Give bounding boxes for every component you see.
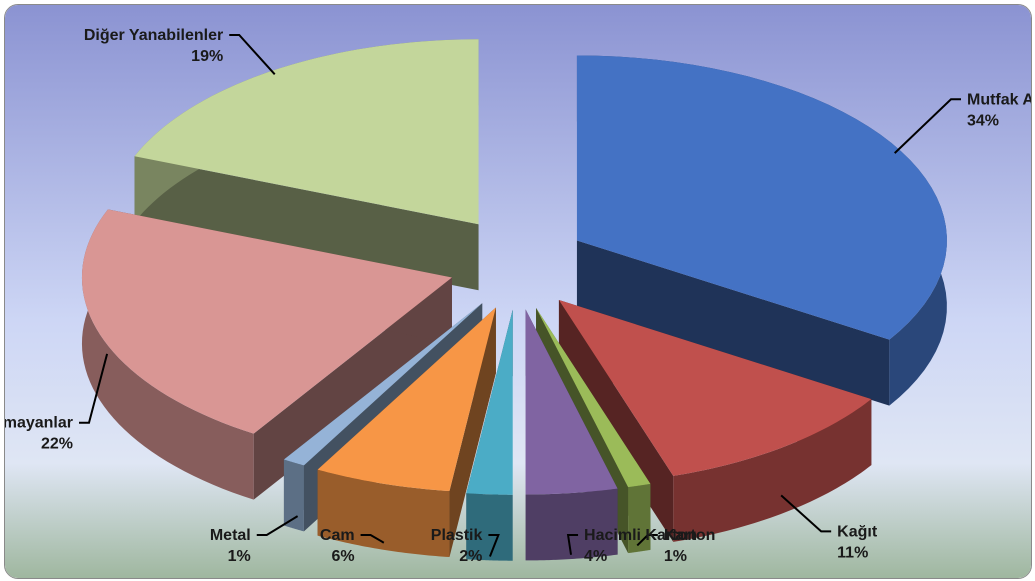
leader-line	[488, 534, 500, 557]
slice-top	[576, 55, 947, 340]
slice-label-value: 11%	[837, 544, 868, 561]
slice-label-value: 19%	[191, 48, 223, 65]
slice-labels: Mutfak Atıkları34%Kağıt11%Karton1%Haciml…	[5, 27, 1031, 565]
slice-top	[283, 303, 483, 466]
slice-kagit	[558, 299, 872, 542]
leader-line	[229, 34, 276, 76]
slice-label-name: Diğer Yanabilenler	[84, 27, 223, 44]
slice-label-name: Diğer Yanmayanlar	[5, 415, 73, 432]
leader-line	[780, 494, 832, 533]
label-plastik: Plastik 2%	[431, 527, 500, 565]
leader-line	[360, 534, 385, 544]
slice-label-name: Kağıt	[837, 523, 878, 540]
slice-plastik	[466, 309, 513, 561]
slice-label-name: Cam	[320, 527, 355, 544]
slice-top	[525, 309, 618, 495]
slice-diger-yanabilenler	[134, 39, 479, 291]
label-kagit: Kağıt 11%	[780, 494, 878, 561]
label-diger-yanabilenler: Diğer Yanabilenler 19%	[84, 27, 276, 76]
slice-label-value: 6%	[331, 548, 354, 565]
slice-label-value: 1%	[664, 548, 687, 565]
slice-label-name: Mutfak Atıkları	[967, 91, 1031, 108]
leader-line	[636, 534, 658, 547]
slice-diger-yanmayanlar	[81, 209, 452, 500]
label-karton: Karton 1%	[636, 527, 716, 565]
slice-rim	[673, 399, 872, 542]
slice-top	[134, 39, 479, 225]
slice-wall-end	[576, 240, 890, 406]
slice-label-value: 22%	[41, 436, 73, 453]
label-hacimli-karton: Hacimli Karton 4%	[566, 527, 697, 565]
slice-rim	[283, 459, 304, 532]
slice-label-name: Hacimli Karton	[584, 527, 697, 544]
leader-line	[256, 515, 299, 536]
slice-rim	[525, 488, 618, 561]
slice-rim	[317, 469, 450, 558]
slice-rim	[466, 493, 513, 561]
slice-mutfak-atiklari	[576, 55, 947, 406]
chart-frame: Mutfak Atıkları34%Kağıt11%Karton1%Haciml…	[4, 4, 1032, 579]
slice-cam	[317, 307, 496, 558]
slice-top	[317, 307, 496, 492]
slice-label-value: 1%	[228, 548, 251, 565]
slice-label-name: Karton	[664, 527, 716, 544]
slice-top	[81, 209, 452, 434]
slice-rim	[628, 483, 651, 554]
pie-slices	[81, 39, 947, 561]
slice-label-name: Plastik	[431, 527, 483, 544]
leader-line	[566, 534, 579, 555]
slice-rim	[81, 209, 254, 500]
pie-chart: Mutfak Atıkları34%Kağıt11%Karton1%Haciml…	[5, 5, 1031, 578]
slice-top	[558, 299, 872, 476]
slice-label-value: 4%	[584, 548, 607, 565]
slice-label-value: 34%	[967, 112, 999, 129]
label-diger-yanmayanlar: Diğer Yanmayanlar 22%	[5, 353, 109, 453]
label-metal: Metal 1%	[210, 515, 299, 565]
slice-hacimli-karton	[525, 309, 618, 561]
slice-label-value: 2%	[459, 548, 482, 565]
slice-top	[466, 309, 513, 495]
slice-top	[536, 307, 651, 488]
label-cam: Cam 6%	[320, 527, 385, 565]
label-mutfak-atiklari: Mutfak Atıkları 34%	[893, 91, 1031, 154]
leader-line	[79, 353, 109, 424]
slice-label-name: Metal	[210, 527, 251, 544]
slice-wall-start	[134, 156, 479, 291]
leader-line	[893, 98, 961, 154]
